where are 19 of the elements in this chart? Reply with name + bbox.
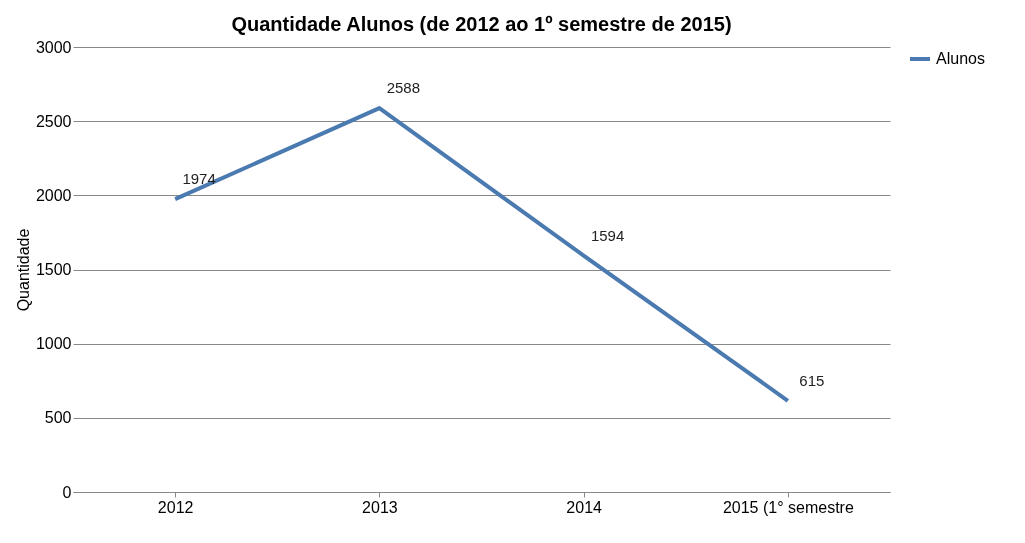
y-tick-label: 0: [62, 483, 72, 501]
data-label: 1594: [590, 226, 625, 244]
y-tick-label: 3000: [35, 38, 72, 56]
y-tick-label: 1000: [35, 335, 72, 353]
legend-label: Alunos: [936, 50, 985, 67]
data-label: 1974: [182, 170, 216, 188]
x-tick-label: 2014: [566, 498, 603, 516]
x-tick-label: 2012: [157, 498, 194, 516]
data-label: 615: [799, 371, 825, 389]
data-label: 2588: [386, 79, 421, 97]
y-tick-label: 2000: [35, 186, 72, 204]
y-tick-label: 2500: [35, 112, 72, 130]
x-tick-label: 2015 (1° semestre: [722, 498, 854, 516]
y-tick-label: 500: [44, 409, 72, 427]
y-axis-title: Quantidade: [14, 228, 32, 312]
chart-title: Quantidade Alunos (de 2012 ao 1º semestre de 2015): [231, 13, 732, 35]
x-tick-label: 2013: [362, 498, 398, 516]
y-tick-label: 1500: [35, 261, 72, 278]
line-series: [173, 106, 790, 403]
